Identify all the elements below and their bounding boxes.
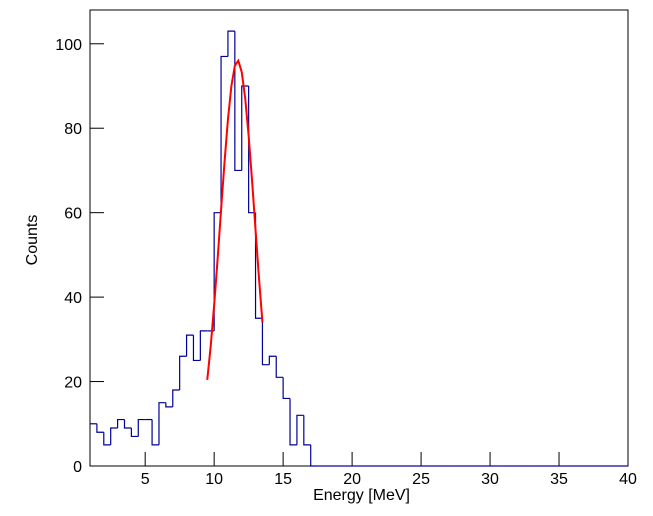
histogram-bin [172, 389, 180, 407]
histogram-bin [254, 212, 263, 319]
x-tick-label: 25 [412, 471, 430, 488]
x-tick-label: 20 [343, 471, 361, 488]
histogram-bin [268, 355, 277, 365]
histogram-bin [220, 55, 228, 213]
y-tick-label: 20 [64, 375, 82, 392]
histogram-bin [303, 415, 311, 446]
x-tick-label: 40 [619, 471, 637, 488]
histogram-bin [282, 377, 291, 400]
histogram-bin [130, 428, 139, 438]
histogram-bin [185, 334, 194, 357]
histogram-bin [179, 355, 187, 390]
y-tick-label: 100 [55, 37, 82, 54]
histogram-bin [241, 85, 249, 171]
histogram-bin [213, 212, 222, 331]
y-tick-label: 40 [64, 290, 82, 307]
histogram-bin [261, 318, 270, 366]
histogram-bin [137, 418, 146, 437]
y-tick-label: 0 [73, 459, 82, 476]
histogram-bin [158, 402, 166, 445]
x-tick-label: 30 [481, 471, 499, 488]
histogram-bin [289, 398, 297, 446]
x-tick-label: 10 [205, 471, 223, 488]
y-tick-label: 80 [64, 121, 82, 138]
histogram-bin [296, 414, 304, 445]
histogram-bin [110, 427, 118, 445]
histogram-bin [123, 419, 132, 429]
histogram-bin [103, 432, 111, 446]
x-axis-title: Energy [MeV] [313, 487, 410, 504]
histogram-bin [96, 423, 104, 433]
histogram-bin [151, 419, 159, 446]
y-axis-title: Counts [24, 215, 41, 266]
y-tick-label: 60 [64, 206, 82, 223]
histogram-bin [234, 31, 242, 172]
x-tick-label: 15 [274, 471, 292, 488]
histogram-bin [227, 30, 235, 57]
fit-curve [206, 58, 264, 380]
histogram-bin [192, 335, 201, 362]
x-tick-label: 5 [141, 471, 150, 488]
plot-frame [89, 9, 629, 467]
histogram-bin [199, 330, 208, 361]
histogram-bin [165, 402, 173, 408]
histogram-bin [310, 444, 318, 467]
histogram-bin [275, 356, 284, 378]
x-tick-label: 35 [550, 471, 568, 488]
histogram-bin [116, 418, 125, 428]
